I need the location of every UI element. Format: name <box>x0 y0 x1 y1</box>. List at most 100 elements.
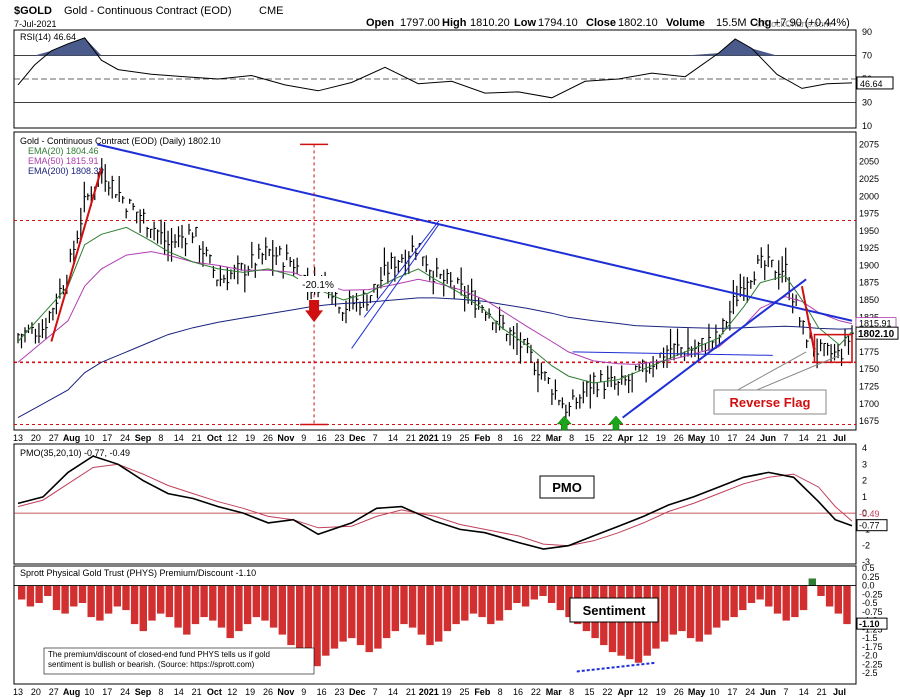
sentiment-x-tick: 19 <box>442 687 452 697</box>
price-x-tick: 26 <box>263 433 273 443</box>
sentiment-bar <box>678 585 686 632</box>
sentiment-bar <box>26 585 35 607</box>
sentiment-x-tick: 14 <box>799 687 809 697</box>
symbol-label: $GOLD <box>14 5 52 17</box>
sentiment-bar <box>469 585 478 614</box>
pmo-y-tick: 2 <box>862 476 867 486</box>
price-x-tick: Mar <box>546 433 563 443</box>
sentiment-x-tick: Jun <box>760 687 776 697</box>
sentiment-x-tick: 8 <box>498 687 503 697</box>
sentiment-x-tick: 17 <box>727 687 737 697</box>
sentiment-bar <box>426 585 434 646</box>
sentiment-x-tick: Aug <box>63 687 81 697</box>
sentiment-bar <box>348 585 356 639</box>
flag-pole-line <box>800 286 816 353</box>
high-label: High <box>442 17 467 29</box>
sentiment-bar <box>382 585 391 639</box>
sentiment-bar <box>478 585 486 618</box>
volume-label: Volume <box>666 17 705 29</box>
price-x-tick: 12 <box>638 433 648 443</box>
declining-tops-trendline <box>97 143 853 322</box>
sentiment-x-tick: 27 <box>49 687 59 697</box>
price-x-tick: 10 <box>84 433 94 443</box>
sentiment-bar <box>713 585 721 628</box>
sentiment-bar <box>261 585 269 621</box>
sentiment-bar <box>825 585 834 607</box>
sentiment-bar <box>296 585 304 653</box>
price-y-tick: 1700 <box>859 399 879 409</box>
sentiment-x-tick: 13 <box>13 687 23 697</box>
low-label: Low <box>514 17 536 29</box>
pmo-value-label: -0.77 <box>859 521 880 531</box>
sentiment-value-label: -1.10 <box>859 619 880 629</box>
rsi-plot: 103050709046.64 <box>14 27 894 131</box>
pmo-label-box <box>539 475 595 499</box>
sentiment-bar <box>513 585 521 603</box>
sentiment-bar <box>243 585 252 625</box>
price-y-tick: 1850 <box>859 295 879 305</box>
sentiment-bar <box>461 585 469 621</box>
sentiment-bar <box>52 585 61 611</box>
pmo-y-tick: -3 <box>862 557 870 567</box>
sentiment-y-tick: -2.0 <box>862 651 878 661</box>
sentiment-bar <box>565 585 573 618</box>
sentiment-title: Sprott Physical Gold Trust (PHYS) Premiu… <box>20 568 256 578</box>
price-y-tick: 1900 <box>859 260 879 270</box>
sentiment-bar <box>765 585 773 607</box>
reverse-flag-rectangle <box>813 333 853 364</box>
sentiment-label-text: Sentiment <box>583 603 647 618</box>
sentiment-x-tick: 14 <box>388 687 398 697</box>
sentiment-bar <box>391 585 399 632</box>
sentiment-bar <box>634 585 643 663</box>
sentiment-x-tick: 19 <box>245 687 255 697</box>
sentiment-x-tick: 15 <box>584 687 594 697</box>
sentiment-bar <box>843 585 851 625</box>
sentiment-bar <box>139 585 147 632</box>
price-x-tick: Sep <box>135 433 152 443</box>
sentiment-bar <box>556 585 564 611</box>
price-panel-frame <box>13 131 857 431</box>
sentiment-x-tick: 16 <box>317 687 327 697</box>
sentiment-bar <box>695 585 703 642</box>
sentiment-y-tick: -1.5 <box>862 633 878 643</box>
price-x-tick: 22 <box>602 433 612 443</box>
sentiment-bar <box>44 585 52 596</box>
pmo-line <box>17 455 853 550</box>
price-x-tick: 24 <box>120 433 130 443</box>
sentiment-y-tick: -1.75 <box>862 642 883 652</box>
sentiment-bar <box>504 585 512 611</box>
sentiment-bar <box>721 585 730 621</box>
sentiment-bar <box>269 585 278 628</box>
sentiment-x-tick: 14 <box>174 687 184 697</box>
sentiment-x-tick: Dec <box>349 687 366 697</box>
price-x-tick: 14 <box>799 433 809 443</box>
close-label: Close <box>586 17 616 29</box>
sentiment-x-tick: 10 <box>709 687 719 697</box>
close-value: 1802.10 <box>618 17 658 29</box>
pmo-signal-line <box>17 463 853 547</box>
price-x-tick: 20 <box>31 433 41 443</box>
price-x-tick: 19 <box>442 433 452 443</box>
sentiment-bar <box>756 585 764 600</box>
sentiment-y-tick: 0.5 <box>862 563 875 573</box>
sentiment-note-line-2: sentiment is bullish or bearish. (Source… <box>48 660 255 669</box>
axis-labels: 13 20 27 Aug 10 17 24 Sep 8 14 21 Oct 12 19 26 Nov 9 16 23… <box>13 433 846 697</box>
price-x-tick: 13 <box>13 433 23 443</box>
sentiment-bar <box>417 585 425 635</box>
sentiment-bar <box>660 585 669 642</box>
sentiment-x-tick: 21 <box>192 687 202 697</box>
sentiment-x-tick: Nov <box>277 687 294 697</box>
rising-bottoms-minor-line <box>572 351 773 356</box>
reverse-flag-box <box>713 389 827 415</box>
sentiment-x-tick: 21 <box>406 687 416 697</box>
price-y-tick: 1950 <box>859 226 879 236</box>
sentiment-bar <box>408 585 417 628</box>
date-label: 7-Jul-2021 <box>14 19 57 29</box>
chg-value: +7.90 (+0.44%) <box>774 17 850 29</box>
sentiment-x-tick: Mar <box>546 687 563 697</box>
price-y-tick: 1875 <box>859 278 879 288</box>
rsi-line <box>17 37 853 99</box>
sentiment-x-tick: 7 <box>373 687 378 697</box>
price-x-tick: 27 <box>49 433 59 443</box>
